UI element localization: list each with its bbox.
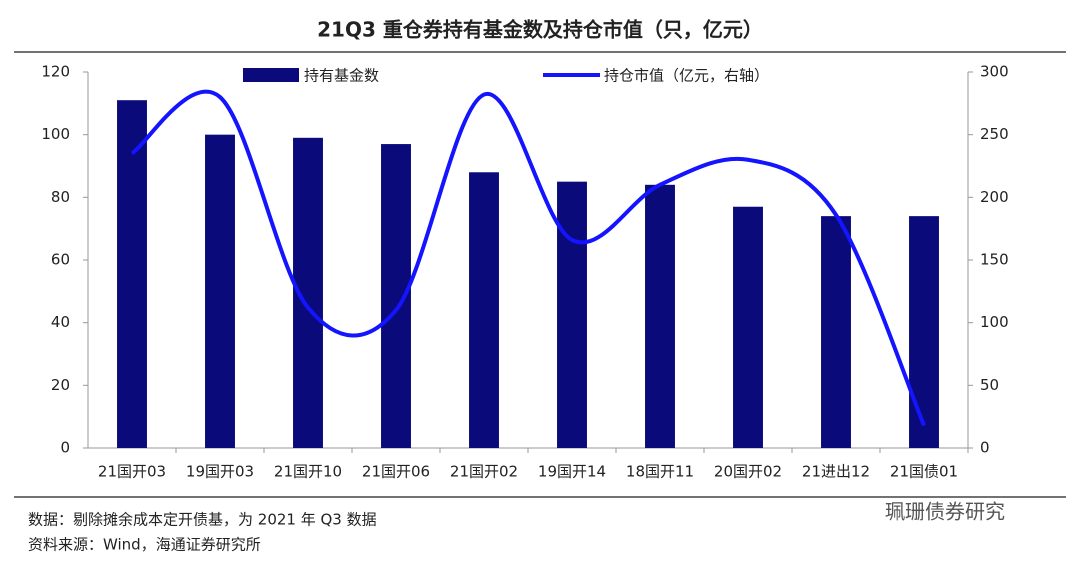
bar — [557, 181, 587, 448]
y2-tick-label: 100 — [980, 313, 1009, 331]
bar — [469, 172, 499, 448]
y-tick-label: 0 — [60, 439, 70, 457]
x-tick-label: 21国开02 — [450, 463, 518, 481]
y2-tick-label: 200 — [980, 188, 1009, 206]
bar — [821, 216, 851, 448]
watermark: 珮珊债券研究 — [885, 500, 1005, 524]
legend-label: 持有基金数 — [304, 67, 379, 85]
y2-tick-label: 300 — [980, 63, 1009, 81]
x-tick-label: 21国债01 — [890, 463, 958, 481]
y2-tick-label: 0 — [980, 439, 990, 457]
x-tick-label: 20国开02 — [714, 463, 782, 481]
bar — [909, 216, 939, 448]
bar — [645, 184, 675, 449]
chart-title: 21Q3 重仓券持有基金数及持仓市值（只，亿元） — [317, 18, 763, 42]
y-tick-label: 100 — [41, 125, 70, 143]
bar — [117, 100, 147, 448]
y-tick-label: 120 — [41, 63, 70, 81]
y-tick-label: 40 — [51, 313, 70, 331]
y-tick-label: 80 — [51, 188, 70, 206]
note: 资料来源：Wind，海通证券研究所 — [28, 536, 261, 554]
x-tick-label: 19国开03 — [186, 463, 254, 481]
x-tick-label: 21国开03 — [98, 463, 166, 481]
legend-swatch — [243, 68, 299, 82]
legend-label: 持仓市值（亿元，右轴） — [604, 67, 769, 85]
y-tick-label: 60 — [51, 251, 70, 269]
x-tick-label: 21国开06 — [362, 463, 430, 481]
x-tick-label: 19国开14 — [538, 463, 606, 481]
bar — [733, 206, 763, 448]
line — [130, 89, 926, 427]
x-tick-label: 18国开11 — [626, 463, 694, 481]
y-tick-label: 20 — [51, 376, 70, 394]
y2-tick-label: 250 — [980, 125, 1009, 143]
y2-tick-label: 150 — [980, 251, 1009, 269]
x-tick-label: 21进出12 — [802, 463, 870, 481]
bar — [205, 134, 235, 448]
note: 数据：剔除摊余成本定开债基，为 2021 年 Q3 数据 — [28, 511, 377, 529]
x-tick-label: 21国开10 — [274, 463, 342, 481]
y2-tick-label: 50 — [980, 376, 999, 394]
